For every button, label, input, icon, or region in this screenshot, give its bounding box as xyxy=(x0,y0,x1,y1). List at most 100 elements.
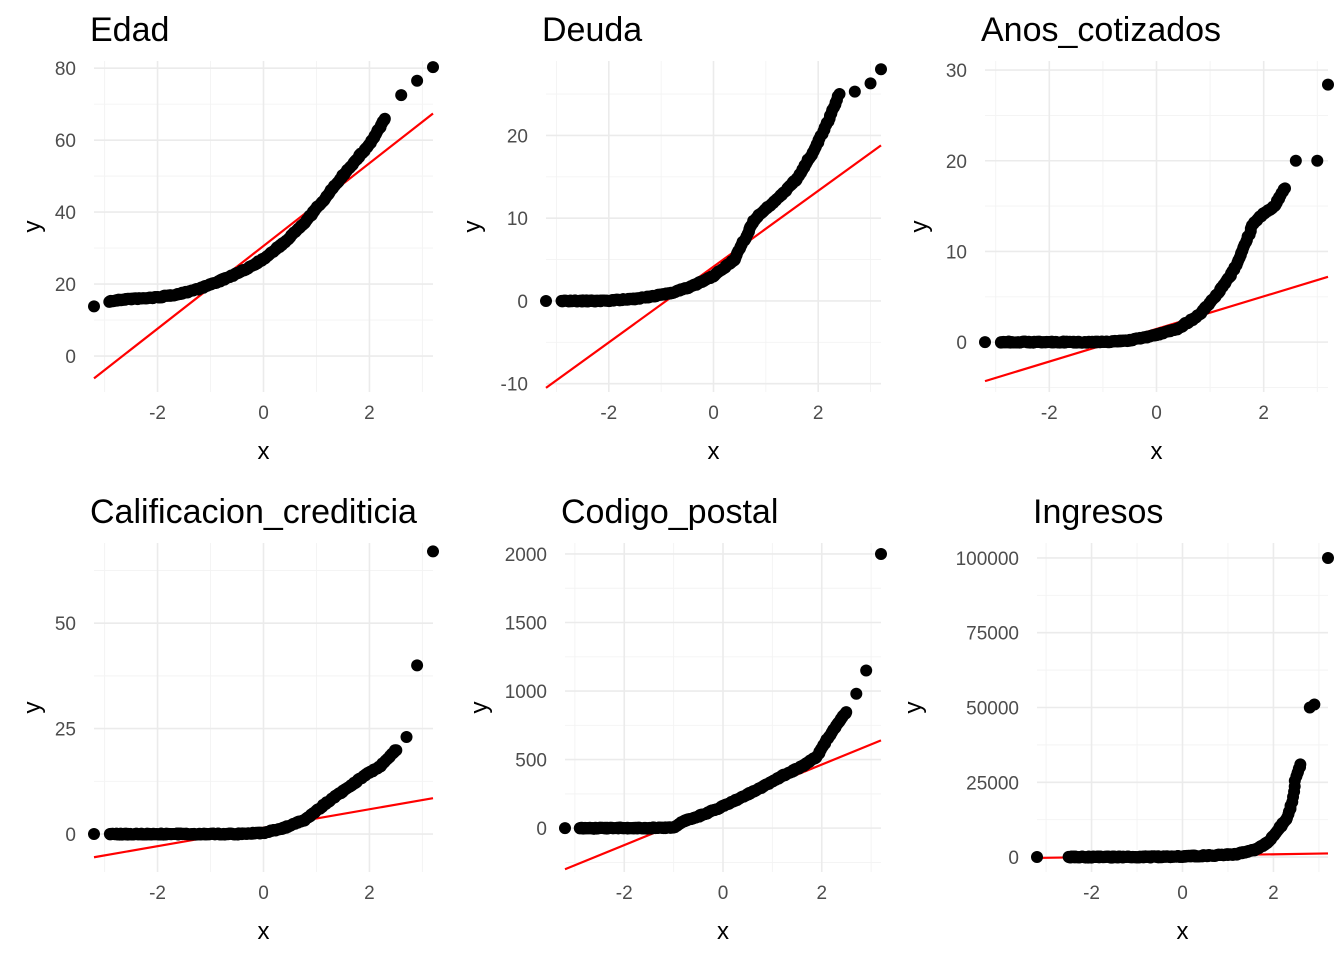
y-tick-label: 0 xyxy=(65,825,76,846)
panel-title: Codigo_postal xyxy=(561,493,778,531)
y-tick-label: 20 xyxy=(946,152,967,173)
qq-point xyxy=(390,744,403,757)
panel-title: Calificacion_crediticia xyxy=(90,493,417,531)
qq-point xyxy=(1322,551,1334,564)
y-tick-label: 20 xyxy=(507,126,528,147)
y-axis-title: y xyxy=(19,221,46,233)
qq-points xyxy=(88,545,439,841)
qq-point xyxy=(427,61,439,74)
y-tick-label: 50000 xyxy=(966,699,1019,720)
panel-deuda: -2 0 2 -10 0 10 20 Deuda x y xyxy=(459,11,887,465)
x-axis-title: x xyxy=(1177,918,1189,945)
x-tick-label: -2 xyxy=(1041,403,1058,424)
qq-point xyxy=(860,664,873,677)
y-axis-title: y xyxy=(19,702,46,714)
x-tick-label: -2 xyxy=(1083,883,1100,904)
x-tick-label: 0 xyxy=(708,403,719,424)
y-tick-label: -10 xyxy=(501,375,528,396)
y-tick-label: 75000 xyxy=(966,624,1019,645)
y-tick-label: 1000 xyxy=(505,682,547,703)
y-tick-label: 40 xyxy=(55,203,76,224)
panel-title: Deuda xyxy=(542,11,642,49)
qq-point xyxy=(875,63,887,76)
qq-point xyxy=(88,828,100,841)
reference-line xyxy=(93,112,434,380)
y-tick-label: 100000 xyxy=(956,549,1019,570)
x-tick-label: -2 xyxy=(616,883,633,904)
qq-point xyxy=(559,822,571,835)
y-axis-title: y xyxy=(900,702,927,714)
y-tick-label: 60 xyxy=(55,131,76,152)
x-tick-label: 2 xyxy=(816,883,827,904)
y-tick-label: 30 xyxy=(946,61,967,82)
qq-points xyxy=(1031,551,1334,864)
qq-point xyxy=(1289,154,1302,167)
x-axis-title: x xyxy=(717,918,729,945)
x-tick-label: 2 xyxy=(813,403,824,424)
y-tick-label: 10 xyxy=(507,209,528,230)
qq-points xyxy=(559,547,887,835)
qq-point xyxy=(1308,698,1321,711)
y-tick-label: 0 xyxy=(517,292,528,313)
x-axis-title: x xyxy=(708,438,720,465)
x-tick-label: 2 xyxy=(1258,403,1269,424)
qq-point xyxy=(395,89,408,102)
y-tick-label: 25 xyxy=(55,720,76,741)
x-axis-title: x xyxy=(258,438,270,465)
x-axis-title: x xyxy=(258,918,270,945)
y-tick-label: 2000 xyxy=(505,545,547,566)
y-tick-label: 0 xyxy=(956,333,967,354)
x-tick-label: 0 xyxy=(1177,883,1188,904)
x-tick-label: -2 xyxy=(600,403,617,424)
qq-point xyxy=(848,85,861,98)
qq-points xyxy=(979,78,1334,349)
x-tick-label: -2 xyxy=(149,883,166,904)
panel-title: Anos_cotizados xyxy=(981,11,1221,49)
qq-point xyxy=(1311,154,1324,167)
y-tick-label: 500 xyxy=(515,751,547,772)
y-axis-title: y xyxy=(906,221,933,233)
x-tick-label: 2 xyxy=(364,883,375,904)
y-tick-label: 25000 xyxy=(966,773,1019,794)
y-tick-label: 1500 xyxy=(505,614,547,635)
qq-point xyxy=(1279,182,1292,195)
x-tick-label: 0 xyxy=(718,883,729,904)
qq-point xyxy=(979,336,991,349)
y-tick-label: 20 xyxy=(55,275,76,296)
qq-point xyxy=(411,74,424,87)
y-tick-label: 0 xyxy=(536,819,547,840)
y-tick-label: 80 xyxy=(55,59,76,80)
qq-point xyxy=(875,547,887,560)
x-tick-label: 2 xyxy=(364,403,375,424)
y-tick-label: 10 xyxy=(946,242,967,263)
y-axis-title: y xyxy=(466,702,493,714)
x-tick-label: -2 xyxy=(149,403,166,424)
qq-point xyxy=(1294,758,1307,771)
panel-ingresos: -2 0 2 0 25000 50000 75000 100000 Ingresos x y xyxy=(900,493,1334,945)
y-tick-label: 0 xyxy=(65,347,76,368)
qq-point xyxy=(840,706,853,719)
x-tick-label: 0 xyxy=(1151,403,1162,424)
qq-point xyxy=(411,659,424,672)
qq-points xyxy=(540,63,887,308)
y-axis-title: y xyxy=(459,221,486,233)
qq-point xyxy=(1322,78,1334,91)
panel-title: Ingresos xyxy=(1033,493,1163,531)
x-tick-label: 2 xyxy=(1268,883,1279,904)
qq-point xyxy=(540,294,552,307)
reference-line xyxy=(545,144,882,389)
y-tick-label: 50 xyxy=(55,614,76,635)
qq-point xyxy=(833,88,846,101)
x-tick-label: 0 xyxy=(258,403,269,424)
qq-point xyxy=(850,687,863,700)
qq-point xyxy=(88,300,100,313)
qq-point xyxy=(427,545,439,558)
x-tick-label: 0 xyxy=(258,883,269,904)
qq-point xyxy=(1031,851,1043,864)
y-tick-label: 0 xyxy=(1008,848,1019,869)
